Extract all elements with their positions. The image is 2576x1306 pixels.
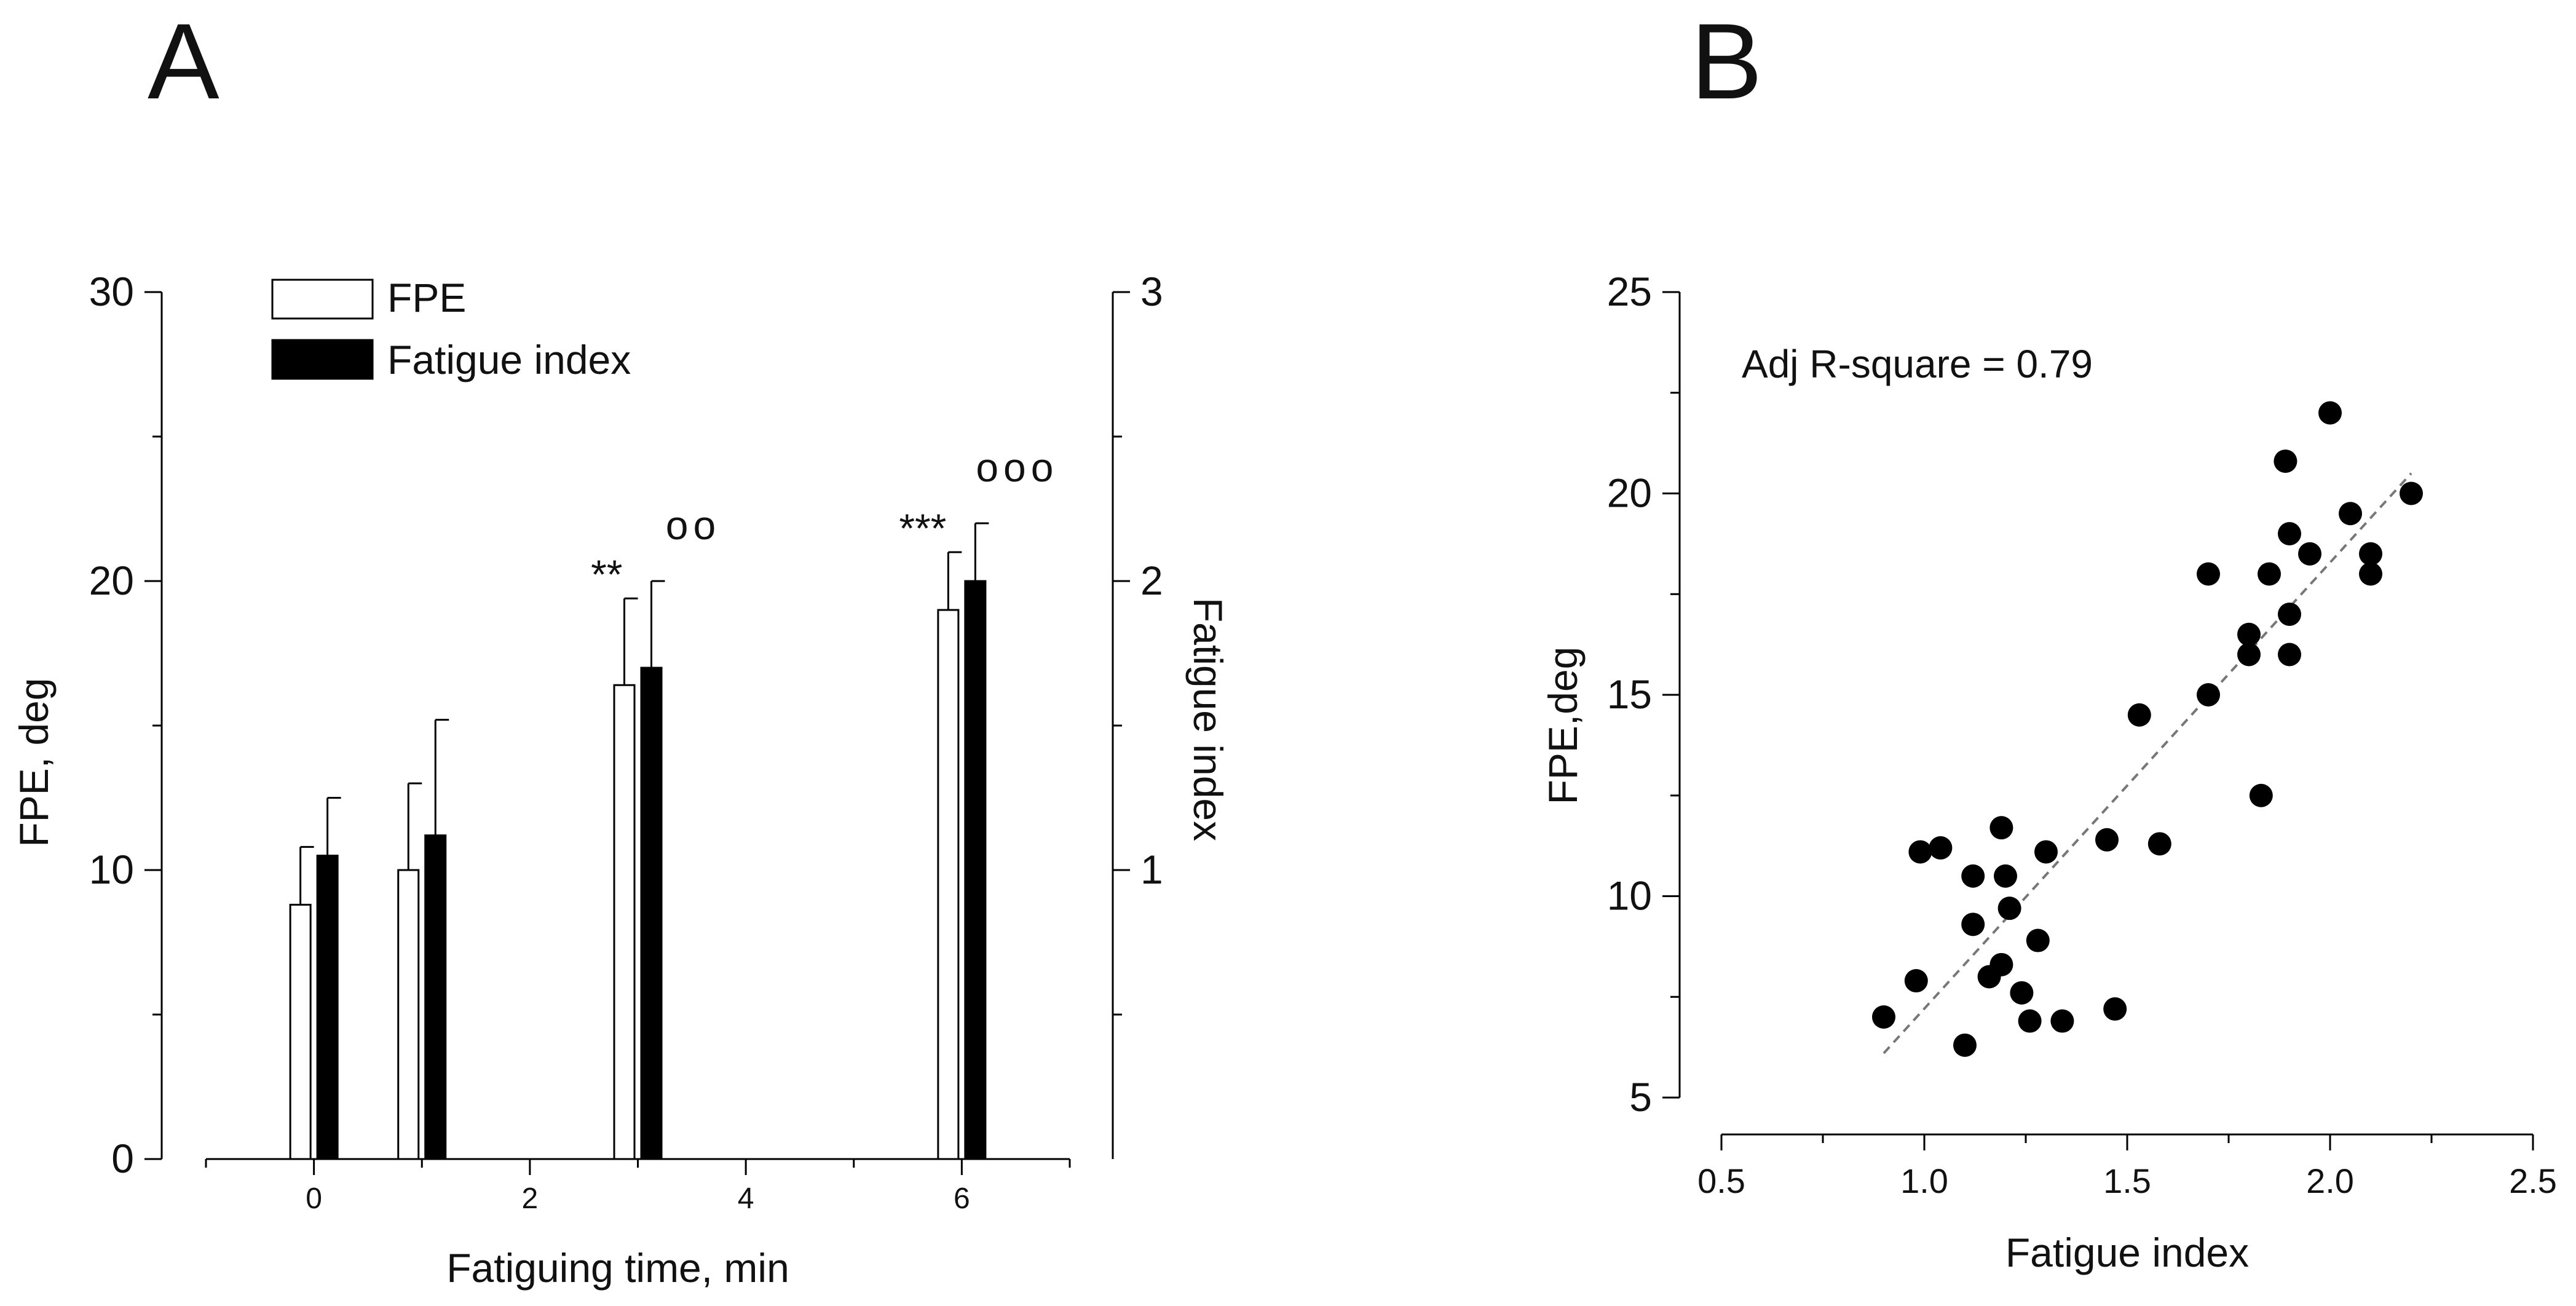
significance-fpe: ** xyxy=(591,552,622,597)
panel-b: B 5 10 15 20 25 0.5 1.0 1.5 2.0 2.5 Adj R-square … xyxy=(1540,2,2557,1275)
panel-b-xlabel: Fatigue index xyxy=(2005,1230,2249,1275)
scatter-point xyxy=(1929,836,1953,860)
panel-a-ytick-label: 10 xyxy=(89,847,134,892)
panel-a-xtick-label: 6 xyxy=(954,1182,970,1215)
bar-fpe xyxy=(397,869,420,1160)
bar-fatigue-index xyxy=(316,855,339,1160)
scatter-point xyxy=(2034,840,2058,864)
panel-a-legend: FPE Fatigue index xyxy=(271,275,631,382)
scatter-point xyxy=(2050,1009,2074,1033)
scatter-point xyxy=(2400,481,2423,505)
bar-fpe xyxy=(613,684,636,1160)
panel-a-xlabel: Fatiguing time, min xyxy=(446,1245,789,1291)
bar-fatigue-index xyxy=(424,834,447,1160)
panel-b-ytick-label: 20 xyxy=(1607,470,1652,516)
significance-fatigue-index: oo xyxy=(666,502,721,548)
scatter-point xyxy=(2197,683,2220,706)
scatter-point xyxy=(2127,703,2151,727)
scatter-point xyxy=(2359,562,2382,586)
panel-a-xtick-label: 2 xyxy=(522,1182,539,1215)
scatter-point xyxy=(2278,522,2301,545)
scatter-point xyxy=(2258,562,2281,586)
panel-b-fit-line xyxy=(1883,472,2412,1055)
scatter-point xyxy=(2274,449,2297,473)
scatter-point xyxy=(1994,864,2017,888)
scatter-point xyxy=(1904,969,1928,993)
significance-fatigue-index: ooo xyxy=(976,445,1058,490)
panel-a-bars: ** oo *** ooo xyxy=(289,445,1058,1160)
scatter-point xyxy=(1989,816,2013,840)
panel-b-xtick-label: 1.0 xyxy=(1900,1162,1948,1200)
scatter-point xyxy=(2018,1009,2042,1033)
panel-a-y2tick-label: 1 xyxy=(1140,847,1163,892)
scatter-point xyxy=(1997,896,2021,920)
legend-label-fatigue-index: Fatigue index xyxy=(387,337,631,382)
scatter-point xyxy=(2278,643,2301,667)
scatter-point xyxy=(2103,997,2127,1021)
panel-a-ytick-label: 30 xyxy=(89,269,134,314)
panel-b-ylabel: FPE,deg xyxy=(1540,647,1586,805)
scatter-point xyxy=(1961,912,1985,936)
scatter-point xyxy=(2010,981,2034,1005)
scatter-point xyxy=(2359,542,2382,566)
scatter-point xyxy=(1961,864,1985,888)
scatter-point xyxy=(1953,1033,1977,1057)
panel-b-ytick-label: 25 xyxy=(1607,269,1652,314)
scatter-point xyxy=(2026,928,2050,952)
panel-a-ytick-label: 0 xyxy=(111,1136,134,1181)
panel-b-xtick-label: 2.5 xyxy=(2509,1162,2557,1200)
scatter-point xyxy=(2147,832,2171,856)
legend-swatch-fpe xyxy=(271,279,374,320)
panel-b-xtick-label: 2.0 xyxy=(2306,1162,2354,1200)
scatter-point xyxy=(2197,562,2220,586)
scatter-point xyxy=(2249,783,2273,807)
panel-a-xtick-label: 4 xyxy=(738,1182,754,1215)
scatter-point xyxy=(1908,840,1932,864)
panel-b-letter: B xyxy=(1691,2,1763,122)
scatter-point xyxy=(2237,622,2261,646)
scatter-point xyxy=(1989,952,2013,976)
panel-b-xtick-label: 1.5 xyxy=(2103,1162,2151,1200)
bar-fpe xyxy=(289,903,312,1160)
scatter-point xyxy=(2095,828,2119,852)
panel-b-ytick-label: 5 xyxy=(1629,1074,1652,1120)
panel-b-axes: 5 10 15 20 25 0.5 1.0 1.5 2.0 2.5 xyxy=(1607,269,2557,1200)
panel-b-points xyxy=(1872,401,2423,1057)
significance-fpe: *** xyxy=(899,505,946,551)
panel-a-xtick-label: 0 xyxy=(306,1182,322,1215)
panel-a-y2label: Fatigue index xyxy=(1185,598,1231,841)
scatter-point xyxy=(2237,643,2261,667)
legend-swatch-fatigue-index xyxy=(271,339,374,380)
panel-a-ylabel: FPE, deg xyxy=(11,678,57,847)
panel-b-r-square: Adj R-square = 0.79 xyxy=(1742,342,2093,386)
bar-fatigue-index xyxy=(640,667,663,1160)
scatter-point xyxy=(1872,1005,1895,1029)
scatter-point xyxy=(2298,542,2321,566)
panel-b-ytick-label: 10 xyxy=(1607,873,1652,919)
scatter-point xyxy=(2318,401,2342,425)
bar-fatigue-index xyxy=(964,580,987,1160)
scatter-point xyxy=(2339,502,2362,526)
panel-b-xtick-label: 0.5 xyxy=(1697,1162,1745,1200)
panel-a-ytick-label: 20 xyxy=(89,558,134,603)
panel-a-letter: A xyxy=(148,2,219,122)
bar-fpe xyxy=(937,609,960,1160)
panel-a-y2tick-label: 3 xyxy=(1140,269,1163,314)
panel-b-ytick-label: 15 xyxy=(1607,671,1652,717)
legend-label-fpe: FPE xyxy=(387,275,466,320)
scatter-point xyxy=(2278,603,2301,626)
panel-a-y2tick-label: 2 xyxy=(1140,558,1163,603)
